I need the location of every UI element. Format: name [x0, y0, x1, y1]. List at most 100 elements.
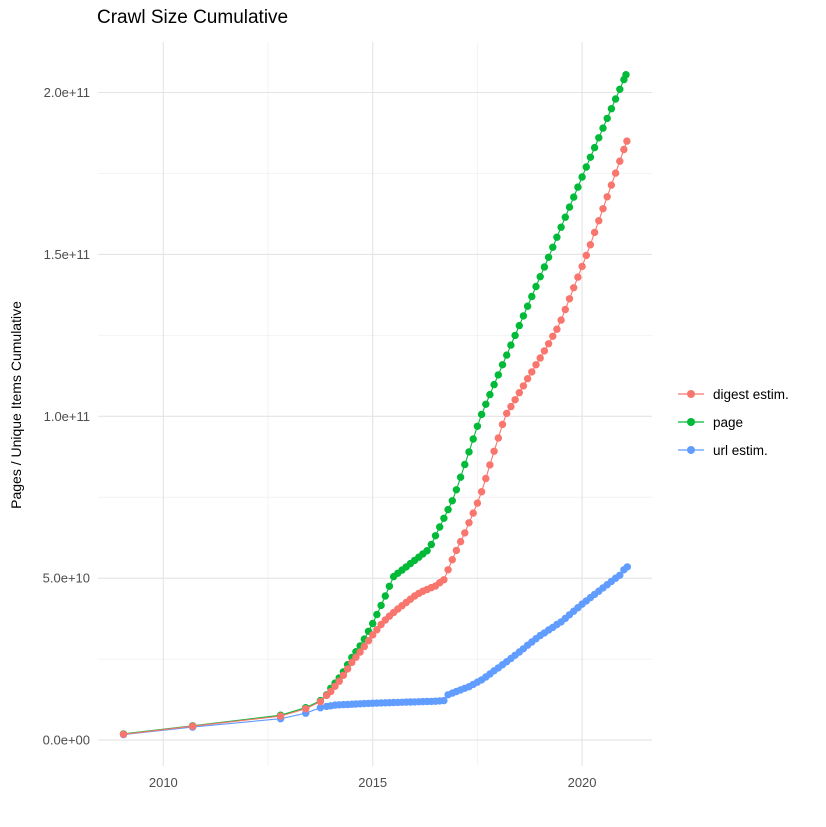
data-point	[586, 241, 595, 249]
data-point	[188, 722, 197, 730]
data-point	[119, 730, 128, 738]
data-point	[444, 505, 452, 514]
chart-title: Crawl Size Cumulative	[97, 7, 289, 28]
data-point	[440, 514, 448, 522]
y-tick-label: 2.0e+11	[44, 85, 90, 100]
data-point	[616, 85, 624, 94]
data-point	[490, 447, 498, 455]
series-digest-estim-	[119, 137, 631, 738]
data-point	[498, 361, 507, 369]
data-point	[515, 321, 523, 330]
legend-label-digest: digest estim.	[713, 386, 789, 402]
data-point	[540, 263, 549, 271]
data-point	[561, 213, 569, 221]
data-point	[452, 486, 461, 494]
data-point	[327, 687, 335, 696]
data-point	[578, 173, 586, 181]
data-point	[523, 302, 532, 310]
data-point	[536, 354, 544, 362]
data-point	[590, 143, 599, 152]
x-tick-label: 2015	[358, 775, 387, 790]
data-point	[385, 582, 394, 590]
data-point	[448, 497, 456, 505]
series-line	[123, 140, 628, 735]
data-point	[427, 540, 435, 549]
data-point	[590, 228, 599, 237]
data-point	[469, 509, 477, 517]
data-point	[477, 488, 486, 496]
data-point	[486, 390, 494, 399]
data-point	[515, 389, 523, 397]
x-tick-label: 2010	[149, 775, 178, 790]
legend-item-digest: digest estim.	[678, 380, 789, 408]
data-point	[302, 705, 310, 713]
legend-item-page: page	[678, 408, 789, 436]
data-point	[440, 576, 448, 584]
y-tick-label: 0.0e+00	[43, 733, 90, 748]
page-key-icon	[678, 418, 704, 426]
data-point	[582, 251, 590, 260]
data-point	[603, 193, 611, 201]
data-point	[465, 519, 473, 527]
data-point	[528, 292, 536, 301]
data-point	[574, 273, 582, 281]
data-point	[498, 420, 507, 429]
data-point	[620, 145, 628, 154]
data-point	[549, 243, 557, 251]
data-point	[339, 671, 348, 679]
data-point	[360, 642, 368, 651]
data-point	[348, 658, 356, 667]
legend: digest estim. page url estim.	[678, 380, 789, 464]
data-point	[574, 183, 582, 191]
data-point	[494, 434, 502, 442]
data-point	[623, 563, 631, 571]
data-point	[456, 537, 465, 546]
data-point	[553, 233, 561, 241]
data-point	[482, 474, 490, 483]
data-point	[316, 697, 325, 706]
data-point	[557, 223, 565, 231]
data-point	[436, 523, 444, 531]
data-point	[369, 631, 377, 639]
data-point	[544, 253, 553, 261]
data-point	[561, 305, 569, 314]
data-point	[611, 95, 620, 103]
data-point	[473, 422, 482, 430]
data-point	[519, 382, 528, 390]
data-point	[607, 181, 616, 189]
data-point	[369, 619, 377, 628]
data-point	[482, 400, 490, 408]
data-point	[431, 532, 440, 540]
data-point	[444, 566, 452, 574]
data-point	[364, 637, 373, 645]
digest-key-icon	[678, 390, 704, 398]
y-tick-label: 1.0e+11	[44, 409, 90, 424]
data-point	[570, 193, 578, 201]
url-key-icon	[678, 446, 704, 454]
legend-label-page: page	[713, 414, 744, 430]
data-point	[565, 203, 574, 211]
data-point	[599, 124, 607, 132]
data-point	[623, 137, 631, 145]
data-point	[578, 262, 586, 271]
data-point	[616, 571, 624, 579]
data-point	[595, 217, 603, 225]
data-point	[452, 546, 461, 555]
data-point	[622, 71, 630, 79]
data-point	[511, 396, 519, 404]
data-point	[461, 529, 469, 537]
data-point	[544, 340, 553, 348]
data-point	[586, 153, 595, 161]
data-point	[503, 351, 511, 359]
data-point	[611, 169, 620, 177]
y-tick-label: 1.5e+11	[44, 247, 90, 262]
data-point	[536, 273, 544, 281]
data-point	[335, 677, 343, 685]
data-point	[603, 114, 611, 123]
data-point	[507, 402, 515, 411]
data-point	[616, 157, 624, 165]
data-point	[532, 361, 540, 369]
data-point	[490, 380, 498, 389]
series-line	[123, 566, 628, 736]
